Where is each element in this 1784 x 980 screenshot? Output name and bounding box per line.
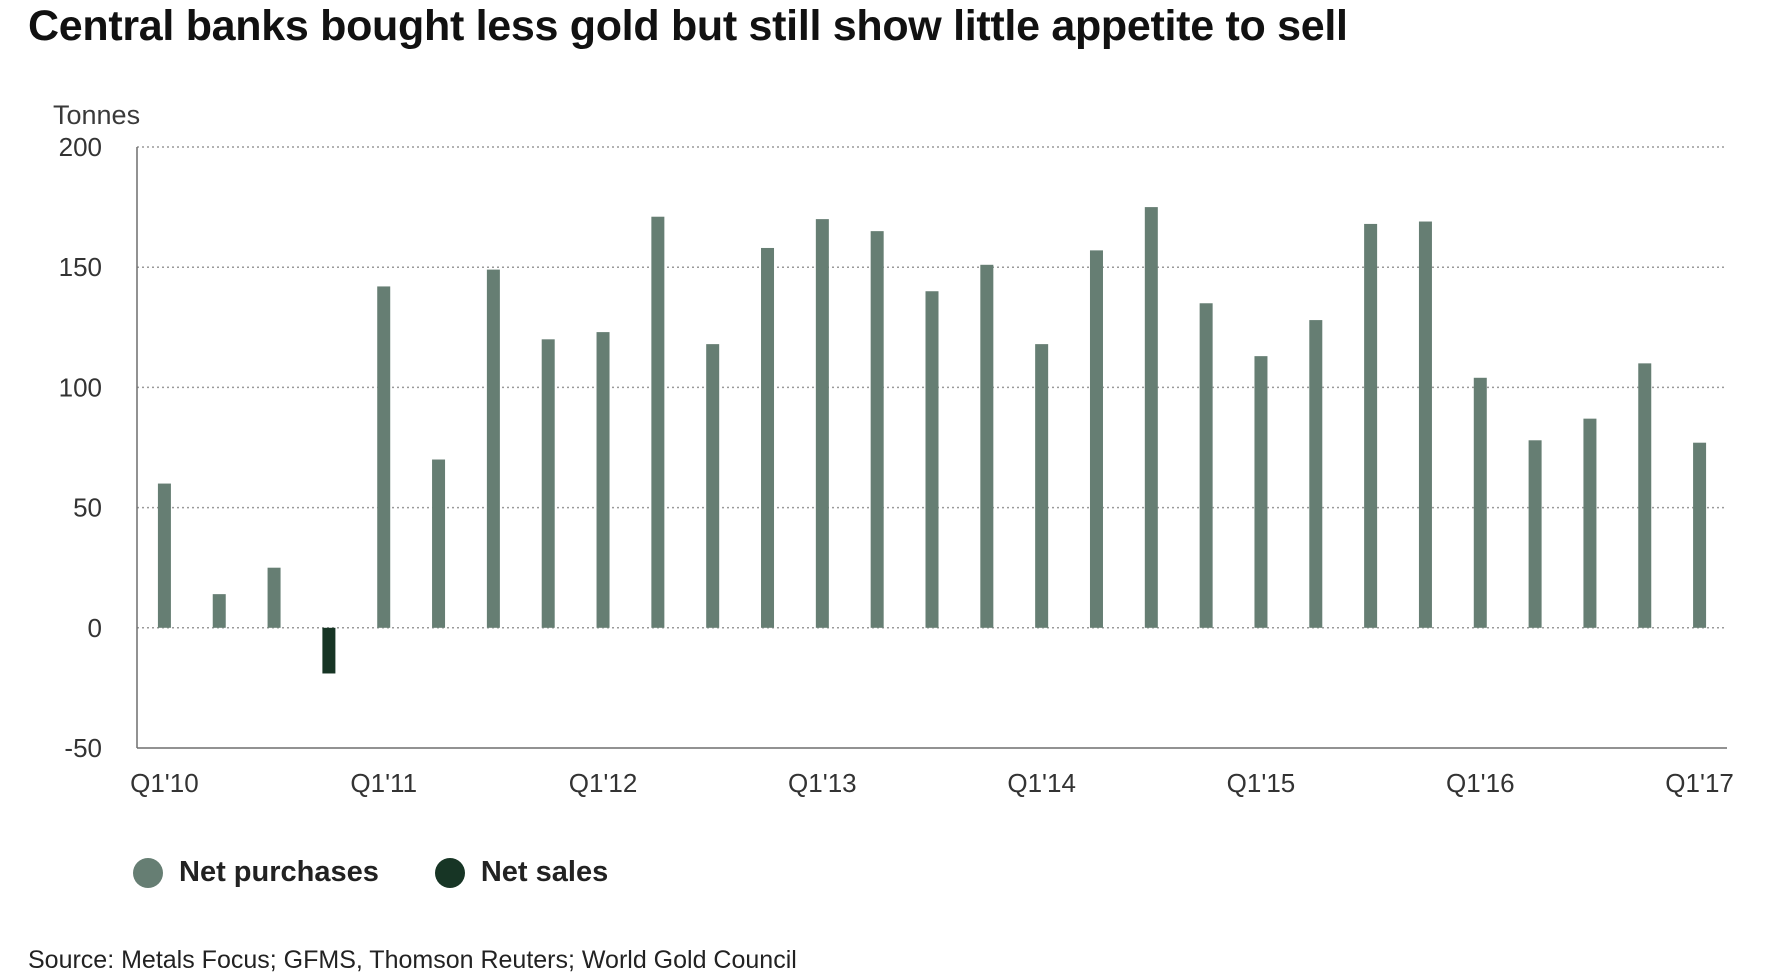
legend-label-net-sales: Net sales	[480, 856, 609, 888]
bar	[1035, 344, 1049, 628]
bar	[1473, 377, 1487, 628]
x-tick-label: Q1'16	[1446, 768, 1515, 798]
y-tick-label: 200	[59, 132, 102, 162]
bar	[1364, 223, 1378, 628]
bar	[432, 459, 446, 628]
bar	[1089, 250, 1103, 628]
bar	[761, 247, 775, 628]
legend: Net purchases Net sales	[133, 856, 664, 889]
x-tick-label: Q1'17	[1665, 768, 1734, 798]
bar-chart: 200 150 100 50 0 -50 Q1'10 Q1'11 Q1'12 Q1'13 Q1'14…	[59, 132, 1734, 798]
y-tick-label: 0	[88, 613, 102, 643]
bar	[980, 264, 994, 628]
x-tick-label: Q1'15	[1227, 768, 1296, 798]
legend-label-net-purchases: Net purchases	[179, 856, 379, 888]
x-tick-label: Q1'14	[1007, 768, 1076, 798]
bar	[157, 483, 171, 628]
bar	[1418, 221, 1432, 628]
source-note: Source: Metals Focus; GFMS, Thomson Reut…	[28, 946, 797, 974]
bar	[1638, 363, 1652, 628]
net-sales-swatch-icon	[434, 857, 465, 888]
y-axis-label: Tonnes	[53, 100, 141, 130]
bar	[377, 286, 391, 628]
bar	[870, 231, 884, 628]
bar	[267, 567, 281, 628]
y-tick-label: -50	[64, 733, 102, 763]
bar	[1254, 356, 1268, 628]
x-tick-label: Q1'10	[130, 768, 199, 798]
bar	[1144, 207, 1158, 628]
y-tick-label: 150	[59, 252, 102, 282]
bar	[541, 339, 555, 628]
x-tick-label: Q1'12	[569, 768, 638, 798]
bar	[815, 219, 829, 628]
chart-title: Central banks bought less gold but still…	[28, 2, 1348, 50]
bar	[1309, 320, 1323, 628]
bar	[1583, 418, 1597, 628]
x-tick-label: Q1'13	[788, 768, 857, 798]
y-tick-label: 100	[59, 372, 102, 402]
legend-item-net-purchases: Net purchases	[133, 856, 379, 889]
bar	[322, 627, 336, 674]
bar	[1199, 303, 1213, 628]
bar	[925, 291, 939, 628]
x-tick-label: Q1'11	[350, 768, 417, 798]
net-purchases-swatch-icon	[133, 857, 163, 888]
bar	[212, 594, 226, 628]
bar	[596, 332, 610, 628]
bar	[706, 344, 720, 628]
legend-item-net-sales: Net sales	[434, 856, 609, 889]
bar	[651, 216, 665, 628]
bar	[1693, 442, 1707, 628]
y-tick-label: 50	[73, 493, 102, 523]
bar	[1528, 440, 1542, 628]
bar	[486, 269, 500, 628]
